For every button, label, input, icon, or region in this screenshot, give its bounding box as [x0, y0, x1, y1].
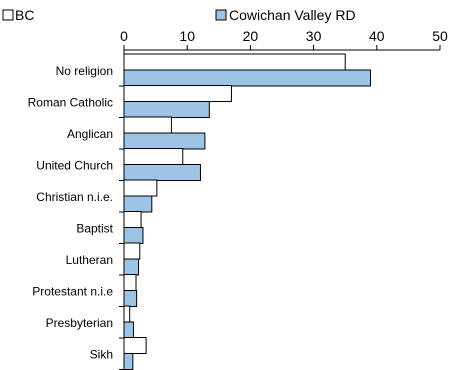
- bar-cowichan-valley-rd: [123, 132, 206, 150]
- bar-cowichan-valley-rd: [123, 101, 210, 118]
- legend-swatch-bc: [2, 9, 14, 21]
- bar-cowichan-valley-rd: [123, 321, 134, 339]
- bar-bc: [123, 85, 232, 102]
- category-label: Protestant n.i.e: [32, 285, 113, 299]
- x-tick-label: 50: [432, 28, 448, 44]
- bar-bc: [123, 242, 141, 260]
- x-tick-label: 10: [179, 28, 195, 44]
- bar-bc: [123, 179, 158, 197]
- bar-bc: [123, 116, 172, 134]
- bar-bc: [123, 211, 142, 228]
- plot-area: [119, 53, 371, 370]
- legend-swatch-cowichan-valley-rd: [215, 9, 227, 21]
- bar-cowichan-valley-rd: [123, 69, 371, 87]
- category-label: Christian n.i.e.: [36, 190, 113, 204]
- category-label: Roman Catholic: [28, 96, 113, 110]
- bar-bc: [123, 274, 137, 291]
- x-axis-ticks: 0 10 20 30 40 50: [120, 28, 448, 51]
- category-label: Baptist: [76, 222, 113, 236]
- legend: BC Cowichan Valley RD: [2, 7, 356, 23]
- bar-bc: [123, 53, 346, 71]
- bar-cowichan-valley-rd: [123, 227, 144, 244]
- bar-cowichan-valley-rd: [123, 195, 153, 213]
- bar-cowichan-valley-rd: [123, 353, 134, 370]
- x-tick-label: 20: [243, 28, 259, 44]
- bar-cowichan-valley-rd: [123, 258, 140, 276]
- category-label: Sikh: [90, 348, 113, 362]
- category-label: Anglican: [67, 127, 113, 141]
- legend-label-bc: BC: [15, 7, 34, 23]
- category-label: United Church: [36, 159, 113, 173]
- legend-label-cowichan-valley-rd: Cowichan Valley RD: [229, 7, 356, 23]
- category-label: Presbyterian: [46, 316, 113, 330]
- x-tick-label: 40: [369, 28, 385, 44]
- x-tick-label: 30: [306, 28, 322, 44]
- bar-bc: [123, 148, 184, 165]
- category-labels: No religion Roman Catholic Anglican United …: [28, 64, 114, 362]
- category-label: No religion: [56, 64, 113, 78]
- bar-bc: [123, 305, 131, 323]
- legend-item-cowichan-valley-rd: Cowichan Valley RD: [215, 7, 356, 23]
- x-tick-label: 0: [120, 28, 128, 44]
- bar-cowichan-valley-rd: [123, 164, 201, 181]
- bar-cowichan-valley-rd: [123, 290, 138, 307]
- category-label: Lutheran: [66, 253, 113, 267]
- bar-bc: [123, 337, 147, 354]
- legend-item-bc: BC: [2, 7, 34, 23]
